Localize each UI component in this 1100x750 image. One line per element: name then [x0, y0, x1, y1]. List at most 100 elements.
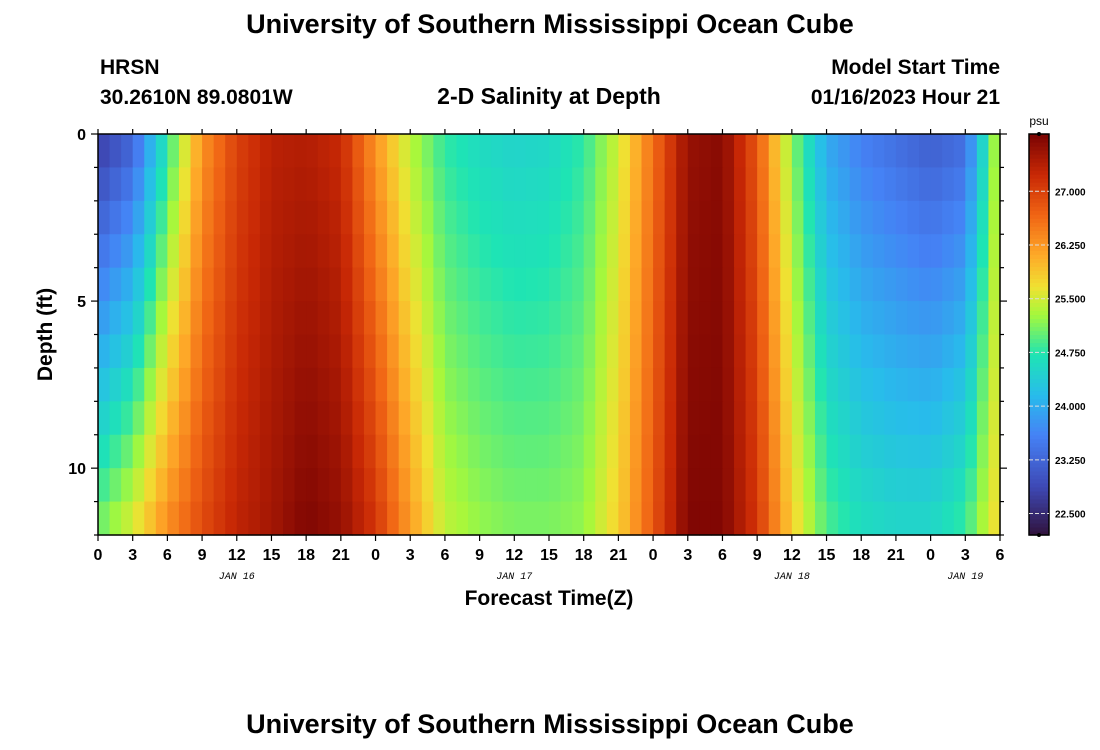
heatmap-cell [283, 267, 296, 302]
heatmap-cell [178, 468, 192, 503]
heatmap-cell [595, 134, 608, 169]
colorbar-segment [1029, 174, 1049, 179]
heatmap-cell [653, 334, 666, 369]
heatmap-cell [178, 234, 192, 269]
heatmap-cell [641, 501, 654, 536]
model-start-label: Model Start Time [831, 56, 1000, 79]
heatmap-cell [271, 501, 284, 536]
heatmap-cell [190, 434, 203, 469]
heatmap-cell [514, 167, 527, 202]
heatmap-cell [595, 301, 608, 336]
heatmap-cell [363, 301, 377, 336]
heatmap-cell [699, 468, 712, 503]
heatmap-cell [479, 267, 492, 302]
heatmap-cell [155, 167, 168, 202]
heatmap-cell [965, 434, 978, 469]
heatmap-cell [329, 468, 342, 503]
x-tick-label: 21 [609, 547, 627, 564]
heatmap-cell [976, 301, 990, 336]
heatmap-cell [178, 200, 192, 235]
heatmap-cell [722, 501, 735, 536]
heatmap-cell [988, 301, 1001, 336]
x-tick-label: 3 [406, 547, 415, 564]
heatmap-cell [687, 200, 700, 235]
heatmap-cell [329, 434, 342, 469]
heatmap-cell [826, 434, 839, 469]
heatmap-cell [167, 234, 180, 269]
heatmap-cell [190, 134, 203, 169]
heatmap-cell [826, 367, 839, 402]
heatmap-cell [502, 200, 515, 235]
heatmap-cell [629, 468, 643, 503]
heatmap-cell [340, 234, 354, 269]
heatmap-cell [791, 134, 805, 169]
y-axis-label: Depth (ft) [34, 288, 57, 381]
heatmap-cell [387, 200, 400, 235]
colorbar-segment [1029, 182, 1049, 187]
heatmap-cell [213, 134, 226, 169]
heatmap-cell [398, 267, 411, 302]
heatmap-cell [109, 401, 122, 436]
heatmap-cell [919, 301, 932, 336]
colorbar-segment [1029, 162, 1049, 167]
heatmap-cell [803, 200, 816, 235]
heatmap-cell [930, 468, 943, 503]
heatmap-cell [306, 301, 319, 336]
heatmap-cell [259, 267, 273, 302]
heatmap-cell [444, 167, 458, 202]
heatmap-cell [283, 468, 296, 503]
heatmap-cell [225, 234, 238, 269]
heatmap-cell [132, 367, 145, 402]
heatmap-cell [629, 334, 643, 369]
x-tick-label: 12 [505, 547, 523, 564]
heatmap-cell [317, 401, 330, 436]
heatmap-cell [595, 401, 608, 436]
heatmap-cell [155, 134, 168, 169]
heatmap-cell [641, 301, 654, 336]
heatmap-cell [965, 501, 978, 536]
heatmap-cell [456, 134, 469, 169]
colorbar-segment [1029, 506, 1049, 512]
heatmap-cell [363, 501, 377, 536]
heatmap-cell [225, 334, 238, 369]
heatmap-cell [375, 434, 388, 469]
heatmap-cell [294, 501, 307, 536]
heatmap-cell [98, 167, 111, 202]
heatmap-cell [942, 501, 955, 536]
heatmap-cell [895, 200, 909, 235]
heatmap-cell [410, 167, 423, 202]
heatmap-cell [965, 200, 978, 235]
heatmap-cell [757, 468, 770, 503]
heatmap-cell [653, 501, 666, 536]
heatmap-cell [306, 234, 319, 269]
date-label: JAN 17 [496, 572, 532, 583]
heatmap-cell [248, 200, 261, 235]
heatmap-cell [664, 468, 677, 503]
x-tick-label: 18 [297, 547, 315, 564]
heatmap-cell [653, 367, 666, 402]
heatmap-cell [468, 501, 481, 536]
colorbar-segment [1029, 478, 1049, 484]
x-tick-label: 15 [818, 547, 836, 564]
heatmap-cell [549, 301, 562, 336]
heatmap-cell [178, 167, 192, 202]
heatmap-cell [953, 468, 966, 503]
heatmap-cell [641, 234, 654, 269]
heatmap-cell [664, 167, 677, 202]
heatmap-cell [363, 234, 377, 269]
heatmap-cell [629, 501, 643, 536]
x-tick-label: 15 [263, 547, 281, 564]
heatmap-cell [629, 267, 643, 302]
heatmap-cell [433, 167, 446, 202]
heatmap-cell [676, 434, 689, 469]
heatmap-cell [653, 200, 666, 235]
heatmap-cell [861, 501, 874, 536]
heatmap-cell [895, 367, 909, 402]
heatmap-cell [352, 501, 365, 536]
heatmap-cell [595, 501, 608, 536]
heatmap-cell [375, 468, 388, 503]
colorbar-segment [1029, 158, 1049, 163]
heatmap-cell [525, 367, 539, 402]
heatmap-cell [895, 401, 909, 436]
colorbar-segment [1029, 170, 1049, 175]
